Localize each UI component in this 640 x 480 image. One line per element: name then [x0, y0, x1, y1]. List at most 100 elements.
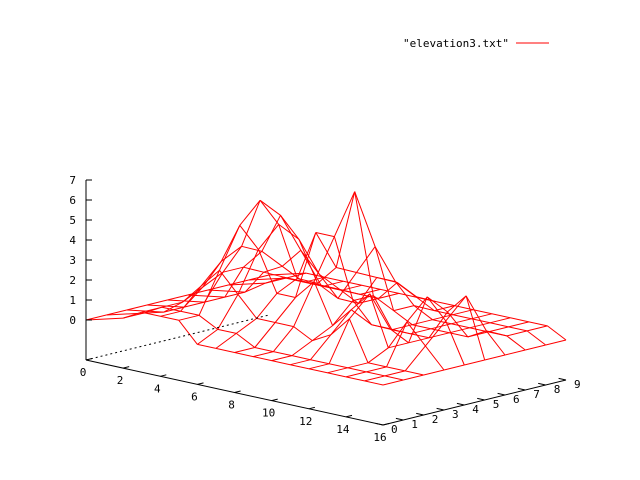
x-tick	[234, 390, 241, 393]
mesh-segment	[389, 328, 409, 344]
mesh-segment	[412, 319, 433, 326]
x-tick-label: 8	[228, 399, 235, 412]
mesh-segment	[330, 318, 350, 336]
mesh-segment	[526, 325, 548, 332]
mesh-segment	[290, 359, 311, 366]
mesh-segment	[336, 267, 357, 273]
mesh-segment	[312, 325, 333, 342]
mesh-segment	[423, 369, 445, 376]
mesh-segment	[254, 322, 276, 348]
mesh-segment	[228, 279, 249, 286]
mesh-segment	[410, 333, 430, 339]
mesh-segment	[435, 301, 455, 307]
legend-label: "elevation3.txt"	[403, 37, 509, 50]
mesh-segment	[283, 276, 303, 282]
mesh-segment	[239, 199, 261, 226]
mesh-segment	[263, 271, 285, 278]
mesh-segment	[333, 236, 354, 301]
mesh-segment	[369, 293, 391, 330]
mesh-segment	[126, 304, 148, 311]
mesh-segment	[161, 306, 181, 312]
mesh-segment	[354, 191, 374, 296]
mesh-segment	[356, 246, 376, 273]
y-tick-label: 8	[554, 383, 561, 396]
mesh-segment	[222, 266, 244, 273]
y-axis-line	[382, 379, 567, 426]
mesh-segment	[296, 232, 317, 279]
mesh-segment	[452, 314, 472, 320]
mesh-segment	[183, 301, 205, 308]
mesh-segment	[445, 295, 467, 322]
mesh-segment	[254, 347, 274, 353]
mesh-segment	[506, 335, 526, 351]
mesh-segment	[339, 288, 361, 295]
mesh-segment	[445, 320, 465, 366]
mesh-segment	[198, 314, 219, 330]
mesh-segment	[313, 281, 334, 326]
mesh-segment	[354, 191, 376, 247]
x-tick	[197, 382, 204, 385]
x-tick	[308, 406, 316, 410]
mesh-segment	[85, 317, 124, 321]
mesh-segment	[276, 292, 296, 298]
y-tick	[538, 382, 546, 386]
mesh-segment	[398, 292, 418, 298]
mesh-segment	[256, 317, 276, 323]
z-tick-label: 1	[69, 294, 76, 307]
mesh-segment	[345, 371, 367, 378]
mesh-segment	[243, 266, 264, 273]
mesh-segment	[291, 355, 311, 361]
mesh-segment	[506, 330, 528, 337]
mesh-segment	[322, 280, 344, 287]
mesh-segment	[450, 323, 470, 329]
mesh-segment	[395, 281, 415, 306]
mesh-segment	[324, 276, 344, 282]
mesh-segment	[217, 294, 239, 330]
mesh-segment	[291, 340, 313, 357]
mesh-segment	[261, 250, 283, 267]
mesh-segment	[526, 330, 547, 346]
z-tick-label: 2	[69, 274, 76, 287]
mesh-segment	[235, 333, 256, 348]
x-tick	[271, 398, 278, 402]
mesh-segment	[465, 295, 487, 332]
mesh-segment	[298, 239, 319, 284]
z-tick-label: 4	[69, 234, 76, 247]
mesh-segment	[219, 225, 241, 271]
mesh-segment	[327, 372, 347, 378]
mesh-segment	[404, 345, 426, 372]
mesh-segment	[295, 281, 315, 298]
mesh-segment	[315, 232, 335, 238]
mesh-segment	[528, 321, 548, 327]
mesh-segment	[252, 356, 272, 362]
mesh-segment	[464, 359, 485, 366]
mesh-segment	[310, 334, 332, 361]
mesh-segment	[425, 345, 445, 371]
mesh-segment	[241, 200, 261, 247]
mesh-segment	[180, 310, 200, 316]
mesh-segment	[384, 370, 406, 377]
mesh-segment	[293, 281, 315, 327]
mesh-segment	[300, 249, 320, 275]
x-tick	[382, 423, 390, 426]
mesh-segment	[489, 317, 511, 324]
mesh-segment	[178, 314, 200, 321]
mesh-segment	[308, 368, 328, 374]
mesh-segment	[359, 288, 381, 295]
mesh-segment	[224, 266, 244, 298]
mesh-segment	[357, 277, 378, 304]
mesh-segment	[367, 347, 389, 364]
mesh-segment	[378, 292, 400, 299]
mesh-segment	[484, 354, 506, 361]
mesh-segment	[228, 282, 266, 286]
x-tick	[160, 374, 167, 377]
y-tick-label: 7	[533, 388, 540, 401]
x-tick-label: 16	[373, 431, 386, 444]
mesh-segment	[384, 375, 404, 381]
mesh-segment	[271, 355, 293, 362]
x-tick-label: 10	[262, 407, 275, 420]
mesh-segment	[347, 362, 369, 369]
mesh-segment	[372, 295, 393, 330]
